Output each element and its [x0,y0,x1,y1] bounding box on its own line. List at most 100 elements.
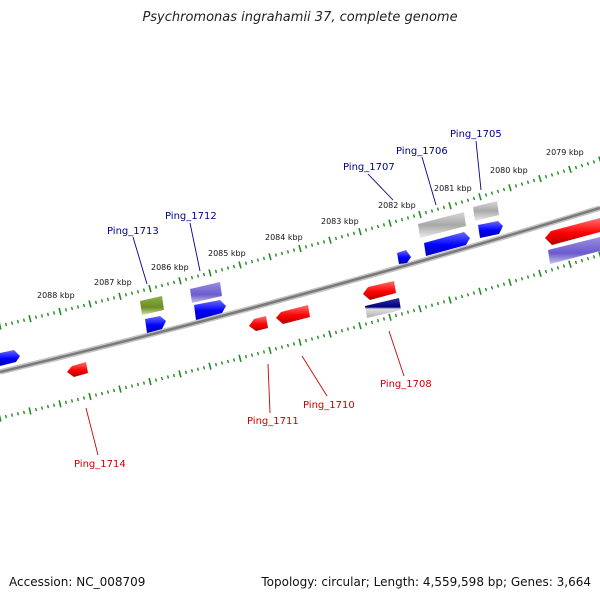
forward-ring-tick [172,280,176,285]
forward-ring-tick [106,297,110,302]
reverse-ring-tick [490,285,494,290]
reverse-ring-tick [466,293,470,297]
forward-ring-tick [598,156,600,163]
forward-ring-tick [478,193,482,201]
forward-ring-tick [484,193,488,197]
forward-ring-tick [34,315,38,319]
gene-label-1714[interactable]: Ping_1714 [74,459,126,470]
gene-1706-arrow[interactable] [424,232,470,256]
reverse-ring-tick [406,310,410,314]
gene-labels: Ping_1705 Ping_1706 Ping_1707 Ping_1712 … [74,129,502,470]
reverse-ring-tick [166,375,170,379]
forward-ring-tick [514,184,518,188]
gene-label-1712[interactable]: Ping_1712 [165,211,217,222]
gene-1713-cog[interactable] [140,296,164,315]
reverse-ring-tick [112,388,116,393]
gene-1712-cog[interactable] [190,282,222,303]
forward-ring-tick [550,173,554,177]
gene-1707-arrow[interactable] [397,250,411,264]
leader-1712 [189,222,201,272]
reverse-tick-ring [0,251,600,422]
reverse-ring-tick [316,335,320,340]
reverse-ring-tick [244,355,248,359]
forward-ring-tick [262,256,266,261]
forward-ring-tick [304,245,308,249]
gene-1706-cog[interactable] [418,212,466,238]
reverse-ring-tick [424,305,428,309]
reverse-ring-tick [142,381,146,385]
gene-1708-cog[interactable] [365,298,401,318]
forward-ring-tick [526,180,530,185]
reverse-ring-tick [544,269,548,274]
reverse-ring-tick [250,353,254,357]
reverse-ring-tick [94,393,98,397]
forward-ring-tick [52,311,56,315]
reverse-ring-tick [298,338,302,346]
gene-offscreen-forward[interactable] [0,350,20,366]
forward-ring-tick [532,178,536,183]
gene-label-1710[interactable]: Ping_1710 [303,400,355,411]
reverse-ring-tick [586,256,590,261]
forward-ring-tick [364,228,368,232]
forward-ring-tick [46,312,50,317]
forward-ring-tick [430,209,434,213]
reverse-ring-tick [196,367,200,371]
map-title: Psychromonas ingrahamii 37, complete gen… [142,10,458,25]
reverse-ring-tick [598,251,600,258]
reverse-ring-tick [340,329,344,333]
gene-1710-red[interactable] [276,305,310,324]
forward-ring-tick [250,259,254,264]
gene-1711-red[interactable] [249,316,268,331]
gene-label-1707[interactable]: Ping_1707 [343,162,395,173]
gene-right-cog[interactable] [548,237,600,264]
reverse-ring-tick [256,351,260,356]
gene-label-1713[interactable]: Ping_1713 [107,226,159,237]
reverse-ring-tick [190,369,194,373]
forward-ring-tick [130,291,134,295]
forward-ring-tick [562,169,566,173]
gene-1708-red[interactable] [363,281,396,300]
reverse-ring-tick [292,342,296,346]
forward-ring-tick [274,253,278,257]
gene-label-1708[interactable]: Ping_1708 [380,379,432,390]
reverse-ring-tick [70,399,74,403]
reverse-ring-tick [388,313,392,321]
forward-ring-tick [454,202,458,206]
forward-ring-tick [136,290,140,294]
gene-1714-red[interactable] [67,362,88,377]
reverse-ring-tick [82,396,86,400]
reverse-ring-tick [364,322,368,326]
forward-ring-tick [196,274,200,278]
gene-right-red[interactable] [545,218,600,245]
ruler-labels: 2079 kbp 2080 kbp 2081 kbp 2082 kbp 2083… [37,148,584,300]
gene-label-1711[interactable]: Ping_1711 [247,416,299,427]
reverse-ring-tick [322,334,326,338]
gene-1705-arrow[interactable] [478,221,503,238]
forward-ring-tick [412,214,416,218]
forward-ring-tick [358,227,362,236]
reverse-ring-tick [352,325,356,330]
gene-label-1705[interactable]: Ping_1705 [450,129,502,140]
reverse-ring-tick [310,337,314,341]
reverse-ring-tick [226,359,230,364]
forward-ring-tick [154,285,158,289]
gene-label-1706[interactable]: Ping_1706 [396,146,448,157]
forward-ring-tick [490,191,494,195]
ruler-label: 2083 kbp [321,217,359,226]
forward-ring-tick [4,322,8,327]
reverse-ring-tick [304,338,308,343]
forward-ring-tick [40,314,44,318]
forward-ring-tick [574,165,578,170]
reverse-ring-tick [532,273,536,277]
forward-ring-tick [0,322,2,330]
reverse-ring-tick [148,377,152,386]
forward-ring-tick [184,277,188,281]
reverse-ring-tick [580,258,584,263]
gene-1712-arrow[interactable] [194,300,226,320]
ruler-label: 2082 kbp [378,201,416,210]
reverse-ring-tick [274,347,278,351]
gene-1713-arrow[interactable] [145,316,166,333]
gene-1705-cog[interactable] [473,201,499,221]
forward-ring-tick [58,307,62,316]
forward-ring-tick [214,269,218,274]
